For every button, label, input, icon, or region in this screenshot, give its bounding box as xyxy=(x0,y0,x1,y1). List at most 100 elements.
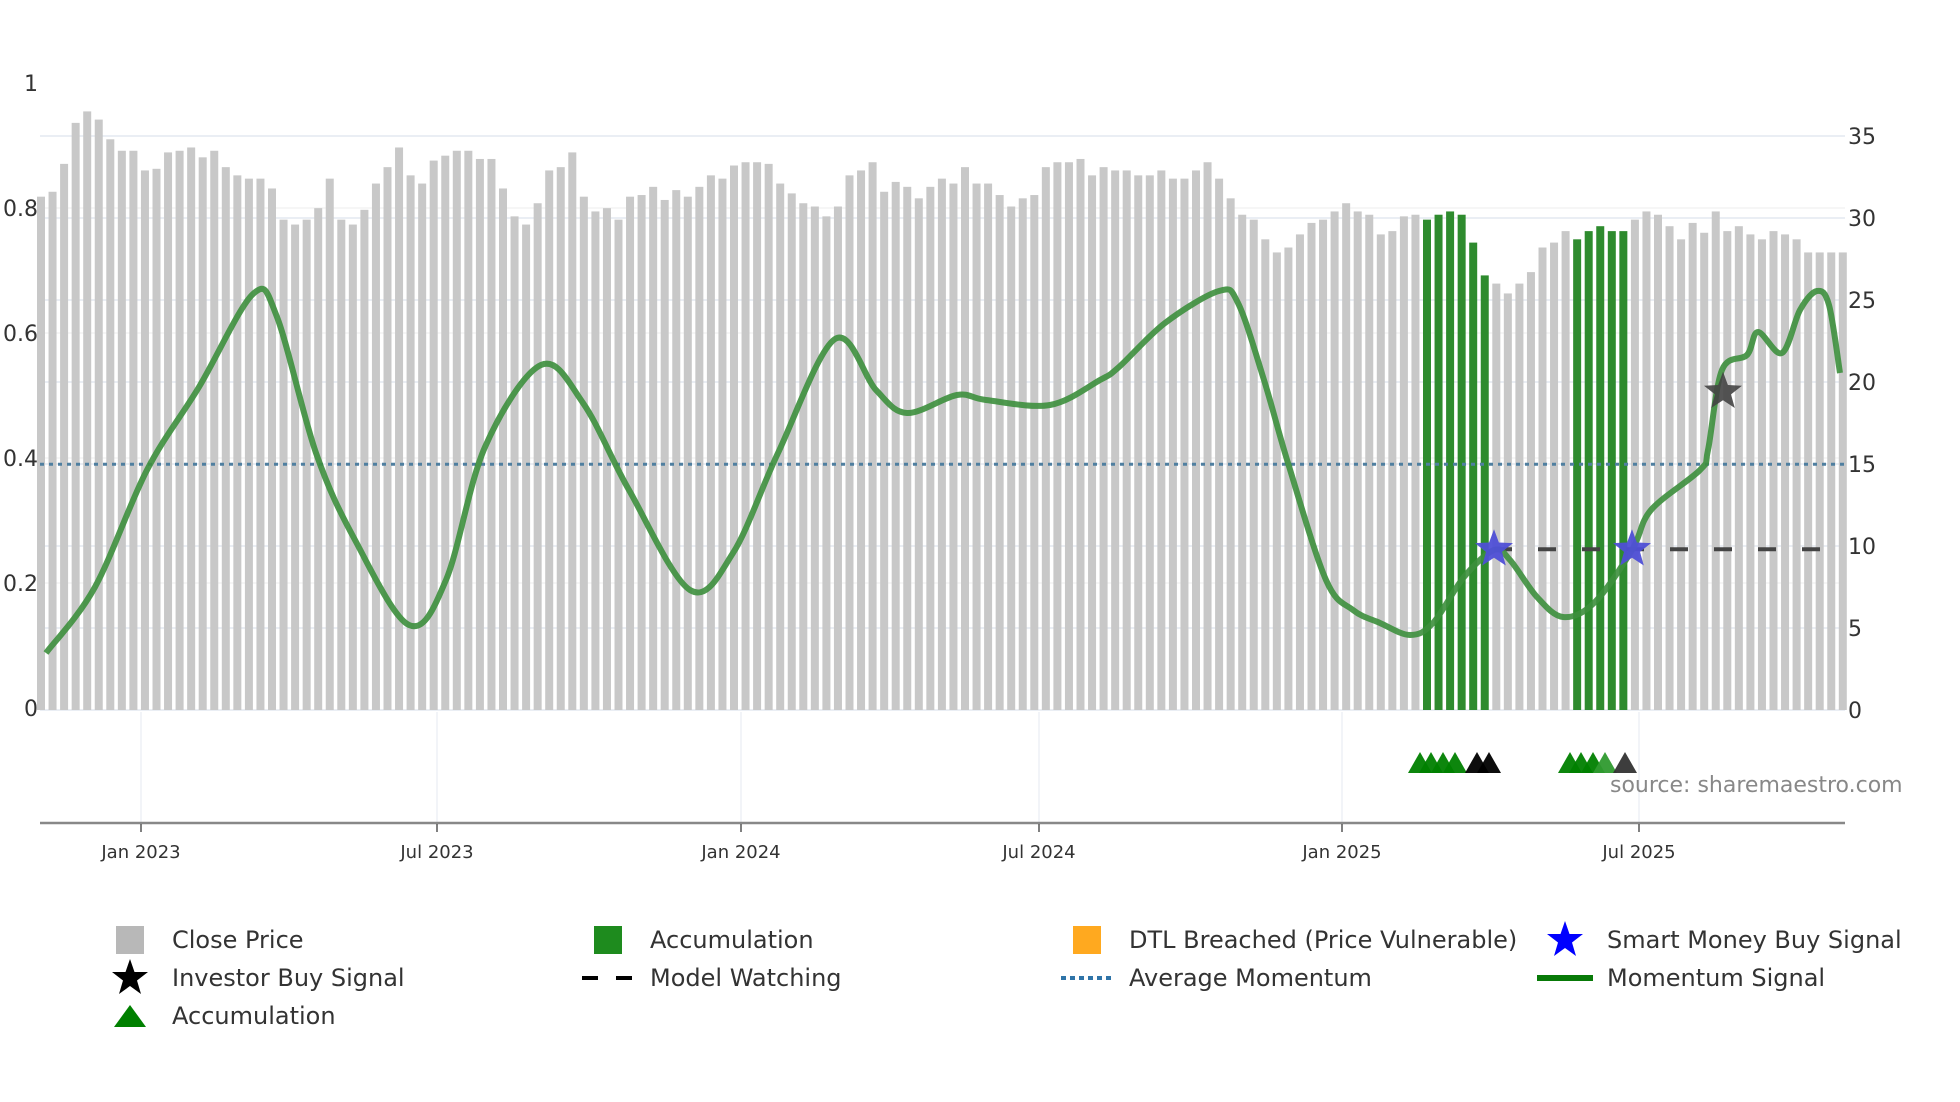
smart-money-star-icon xyxy=(1613,529,1651,566)
close-price-bar xyxy=(1145,175,1154,711)
close-price-bar xyxy=(117,150,126,710)
black-star-icon xyxy=(102,959,158,995)
right-tick-label: 35 xyxy=(1848,125,1876,150)
legend-item-smart-money[interactable]: Smart Money Buy Signal xyxy=(1537,921,1902,957)
dashed-line-icon xyxy=(580,961,636,995)
accumulation-triangle-icon xyxy=(1443,752,1467,773)
right-tick-label: 25 xyxy=(1848,289,1876,314)
close-price-bar xyxy=(1827,252,1836,710)
close-price-bar xyxy=(799,203,808,711)
close-price-bar xyxy=(1769,231,1778,710)
close-price-bar xyxy=(1122,170,1131,710)
close-price-bar xyxy=(83,111,92,710)
left-tick-label: 0 xyxy=(24,697,38,722)
close-price-bar xyxy=(683,196,692,710)
close-price-bar xyxy=(1111,170,1120,710)
smart-money-star-icon xyxy=(1475,529,1513,566)
close-price-bar xyxy=(1399,216,1408,711)
close-price-bar xyxy=(995,195,1004,711)
close-price-bar xyxy=(1238,214,1247,710)
x-tick-label: Jul 2024 xyxy=(1001,842,1075,863)
close-price-bar xyxy=(1550,242,1559,710)
legend-item-accumulation-marker[interactable]: Accumulation xyxy=(102,999,336,1033)
accumulation-bar xyxy=(1596,226,1605,710)
close-price-bar xyxy=(591,211,600,710)
close-price-bar xyxy=(626,196,635,710)
gray-square-icon xyxy=(102,923,158,957)
close-price-bar xyxy=(464,150,473,710)
legend-item-dtl-breached[interactable]: DTL Breached (Price Vulnerable) xyxy=(1059,923,1517,957)
right-tick-label: 10 xyxy=(1848,535,1876,560)
right-tick-label: 5 xyxy=(1848,617,1862,642)
close-price-bar xyxy=(1168,178,1177,710)
x-tick-label: Jan 2023 xyxy=(100,842,180,863)
close-price-bar xyxy=(568,152,577,710)
close-price-bar xyxy=(1815,252,1824,710)
close-price-bar xyxy=(475,158,484,710)
x-axis: Jan 2023 Jul 2023 Jan 2024 Jul 2024 Jan 2025… xyxy=(40,821,1845,863)
close-price-bar xyxy=(672,190,681,710)
legend-item-momentum-signal[interactable]: Momentum Signal xyxy=(1537,961,1825,995)
close-price-bar xyxy=(175,150,184,710)
close-price-bar xyxy=(718,178,727,710)
close-price-bar xyxy=(1654,214,1662,710)
close-price-bar xyxy=(499,188,507,711)
close-price-bar xyxy=(1272,252,1281,710)
close-price-bar xyxy=(418,183,427,710)
close-price-bar xyxy=(198,157,207,710)
close-price-bar xyxy=(1064,162,1073,711)
close-price-bar xyxy=(695,186,704,711)
close-price-bar xyxy=(37,196,45,710)
close-price-bar xyxy=(868,162,877,711)
close-price-bar xyxy=(1376,234,1385,710)
close-price-bar xyxy=(325,178,334,710)
right-tick-label: 20 xyxy=(1848,371,1876,396)
close-price-bar xyxy=(984,183,993,710)
close-price-bar xyxy=(48,191,57,710)
left-tick-label: 0.4 xyxy=(3,447,38,472)
close-price-bar xyxy=(1411,214,1420,710)
close-price-bar xyxy=(926,186,935,711)
x-tick-label: Jul 2023 xyxy=(399,842,473,863)
investor-buy-star-icon xyxy=(1704,371,1742,408)
accumulation-bar xyxy=(1619,231,1628,710)
legend-item-average-momentum[interactable]: Average Momentum xyxy=(1059,961,1372,995)
close-price-bar xyxy=(845,175,854,711)
close-price-bar xyxy=(210,150,219,710)
legend-item-investor-buy[interactable]: Investor Buy Signal xyxy=(102,959,405,995)
source-label: source: sharemaestro.com xyxy=(1610,773,1903,798)
green-triangle-icon xyxy=(102,999,158,1033)
accumulation-triangle-icon xyxy=(1613,752,1637,773)
close-price-bar xyxy=(949,183,958,710)
accumulation-bar xyxy=(1607,231,1616,710)
close-price-bar xyxy=(129,150,138,710)
close-price-bar xyxy=(753,162,762,711)
accumulation-bar xyxy=(1457,214,1466,710)
legend-item-accumulation-bar[interactable]: Accumulation xyxy=(580,923,814,957)
left-y-axis: 0 0.2 0.4 0.6 0.8 1 xyxy=(3,72,38,722)
close-price-bar xyxy=(1295,234,1304,710)
signal-markers xyxy=(1408,371,1742,773)
close-price-bar xyxy=(395,147,404,711)
close-price-bar xyxy=(637,195,646,711)
close-price-bar xyxy=(1804,252,1813,710)
close-price-bar xyxy=(787,193,796,710)
close-price-bar xyxy=(1561,231,1570,710)
accumulation-bar xyxy=(1469,242,1478,710)
close-price-bar xyxy=(1677,239,1686,710)
close-price-bar xyxy=(106,139,115,710)
close-price-bar xyxy=(649,186,658,711)
solid-line-icon xyxy=(1537,961,1593,995)
dotted-line-icon xyxy=(1059,961,1115,995)
close-price-bar xyxy=(1723,231,1732,710)
close-price-bar xyxy=(1665,226,1674,710)
close-price-bar xyxy=(1088,175,1097,711)
accumulation-triangle-icon xyxy=(1593,752,1617,773)
close-price-bar xyxy=(1538,247,1547,710)
close-price-bar xyxy=(972,183,981,710)
legend-item-close-price[interactable]: Close Price xyxy=(102,923,304,957)
legend-item-model-watching[interactable]: Model Watching xyxy=(580,961,842,995)
close-price-bar xyxy=(187,147,196,711)
left-tick-label: 0.2 xyxy=(3,572,38,597)
